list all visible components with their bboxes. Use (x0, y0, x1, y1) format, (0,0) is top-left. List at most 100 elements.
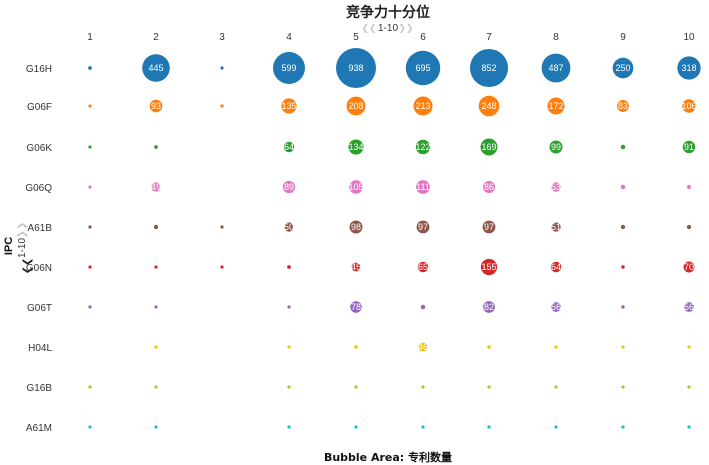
bubble-H04L-8[interactable] (554, 345, 558, 349)
bubble-G16B-10[interactable] (687, 385, 691, 389)
bubble-H04L-6[interactable] (418, 342, 428, 352)
bubble-A61B-9[interactable] (620, 224, 626, 230)
bubble-G06T-8[interactable] (551, 302, 561, 312)
bubble-G06K-8[interactable] (549, 140, 563, 154)
bubble-G06T-1[interactable] (88, 305, 92, 309)
bubble-G06N-9[interactable] (621, 265, 625, 269)
bubble-G06F-3[interactable] (220, 104, 224, 108)
bubble-A61M-4[interactable] (287, 425, 291, 429)
bubble-G16B-6[interactable] (421, 385, 425, 389)
bubble-G06T-5[interactable] (350, 301, 362, 313)
bubble-A61M-6[interactable] (421, 425, 425, 429)
bubble-G06K-5[interactable] (348, 139, 364, 155)
bubble-G06N-10[interactable] (683, 261, 695, 273)
bubble-A61B-7[interactable] (482, 220, 496, 234)
bubble-G06K-6[interactable] (415, 139, 431, 155)
bubble-G06T-2[interactable] (154, 305, 158, 309)
bubble-G06K-9[interactable] (620, 144, 626, 150)
bubble-G06K-4[interactable] (283, 141, 295, 153)
bubble-G06Q-10[interactable] (686, 184, 692, 190)
bubble-G06N-1[interactable] (88, 265, 92, 269)
bubble-G06T-10[interactable] (684, 302, 694, 312)
bubble-G06K-1[interactable] (88, 145, 92, 149)
bubble-G06Q-5[interactable] (349, 180, 363, 194)
double-chevron-down-icon[interactable]: ❯❯ (22, 258, 33, 275)
bubble-G06Q-2[interactable] (151, 182, 161, 192)
bubble-G16H-9[interactable] (612, 57, 634, 79)
bubble-G16B-7[interactable] (487, 385, 491, 389)
bubble-G06N-6[interactable] (417, 261, 429, 273)
bubble-G06F-2[interactable] (149, 99, 163, 113)
bubble-value-label: 169 (481, 142, 496, 152)
bubble-G06Q-9[interactable] (620, 184, 626, 190)
bubble-A61M-10[interactable] (687, 425, 691, 429)
bubble-G06F-5[interactable] (346, 96, 366, 116)
bubble-G16H-6[interactable] (405, 50, 441, 86)
bubble-G16B-1[interactable] (88, 385, 92, 389)
bubble-A61M-7[interactable] (487, 425, 491, 429)
bubble-H04L-9[interactable] (621, 345, 625, 349)
bubble-G06N-7[interactable] (480, 258, 498, 276)
bubble-G16B-9[interactable] (621, 385, 625, 389)
bubble-G06N-2[interactable] (154, 265, 158, 269)
bubble-G06N-8[interactable] (550, 261, 562, 273)
bubble-G06Q-7[interactable] (482, 180, 496, 194)
bubble-G06N-3[interactable] (220, 265, 224, 269)
bubble-A61B-10[interactable] (686, 224, 692, 230)
bubble-G16H-8[interactable] (541, 53, 571, 83)
bubble-G16B-2[interactable] (154, 385, 158, 389)
bubble-G16H-10[interactable] (677, 56, 701, 80)
bubble-G06K-2[interactable] (154, 145, 158, 149)
bubble-G16B-5[interactable] (354, 385, 358, 389)
bubble-value-label: 46 (418, 342, 428, 352)
bubble-G06Q-8[interactable] (551, 182, 561, 192)
bubble-G06K-7[interactable] (480, 138, 498, 156)
bubble-A61B-3[interactable] (220, 225, 224, 229)
bubble-H04L-7[interactable] (487, 345, 491, 349)
bubble-G06Q-1[interactable] (88, 185, 92, 189)
bubble-G06T-9[interactable] (621, 305, 625, 309)
bubble-G06Q-4[interactable] (282, 180, 296, 194)
bubble-A61M-2[interactable] (154, 425, 158, 429)
bubble-H04L-10[interactable] (687, 345, 691, 349)
bubble-G16H-3[interactable] (220, 66, 224, 70)
bubble-A61B-5[interactable] (349, 220, 363, 234)
bubble-G06F-7[interactable] (478, 95, 500, 117)
bubble-G06T-6[interactable] (420, 304, 426, 310)
bubble-G06F-9[interactable] (617, 100, 629, 112)
double-chevron-right-icon[interactable]: ❯❯ (398, 24, 413, 34)
bubble-A61B-4[interactable] (284, 222, 294, 232)
bubble-G06F-8[interactable] (547, 97, 565, 115)
bubble-G06T-7[interactable] (483, 301, 495, 313)
bubble-G16H-2[interactable] (142, 54, 170, 82)
bubble-G06N-5[interactable] (351, 262, 361, 272)
bubble-G06F-10[interactable] (682, 99, 696, 113)
bubble-G06F-1[interactable] (88, 104, 92, 108)
bubble-G06F-4[interactable] (281, 98, 297, 114)
bubble-G16H-5[interactable] (336, 48, 376, 88)
bubble-A61B-2[interactable] (153, 224, 159, 230)
bubble-A61M-1[interactable] (88, 425, 92, 429)
double-chevron-up-icon[interactable]: ❯❯ (17, 222, 28, 239)
bubble-G06F-6[interactable] (413, 96, 433, 116)
bubble-H04L-4[interactable] (287, 345, 291, 349)
bubble-value-label: 134 (348, 142, 363, 152)
bubble-G06T-4[interactable] (287, 305, 291, 309)
bubble-A61M-5[interactable] (354, 425, 358, 429)
bubble-G16H-7[interactable] (469, 48, 509, 88)
bubble-A61B-6[interactable] (416, 220, 430, 234)
bubble-G16H-4[interactable] (273, 52, 305, 84)
double-chevron-left-icon[interactable]: ❮❮ (361, 24, 376, 34)
bubble-G06Q-6[interactable] (416, 180, 430, 194)
bubble-A61M-9[interactable] (621, 425, 625, 429)
bubble-A61B-1[interactable] (88, 225, 92, 229)
bubble-G06N-4[interactable] (287, 265, 291, 269)
bubble-H04L-2[interactable] (154, 345, 158, 349)
bubble-G16H-1[interactable] (88, 66, 92, 70)
bubble-G06K-10[interactable] (682, 140, 696, 154)
bubble-H04L-5[interactable] (354, 345, 358, 349)
bubble-A61B-8[interactable] (551, 222, 561, 232)
bubble-A61M-8[interactable] (554, 425, 558, 429)
bubble-G16B-4[interactable] (287, 385, 291, 389)
bubble-G16B-8[interactable] (554, 385, 558, 389)
